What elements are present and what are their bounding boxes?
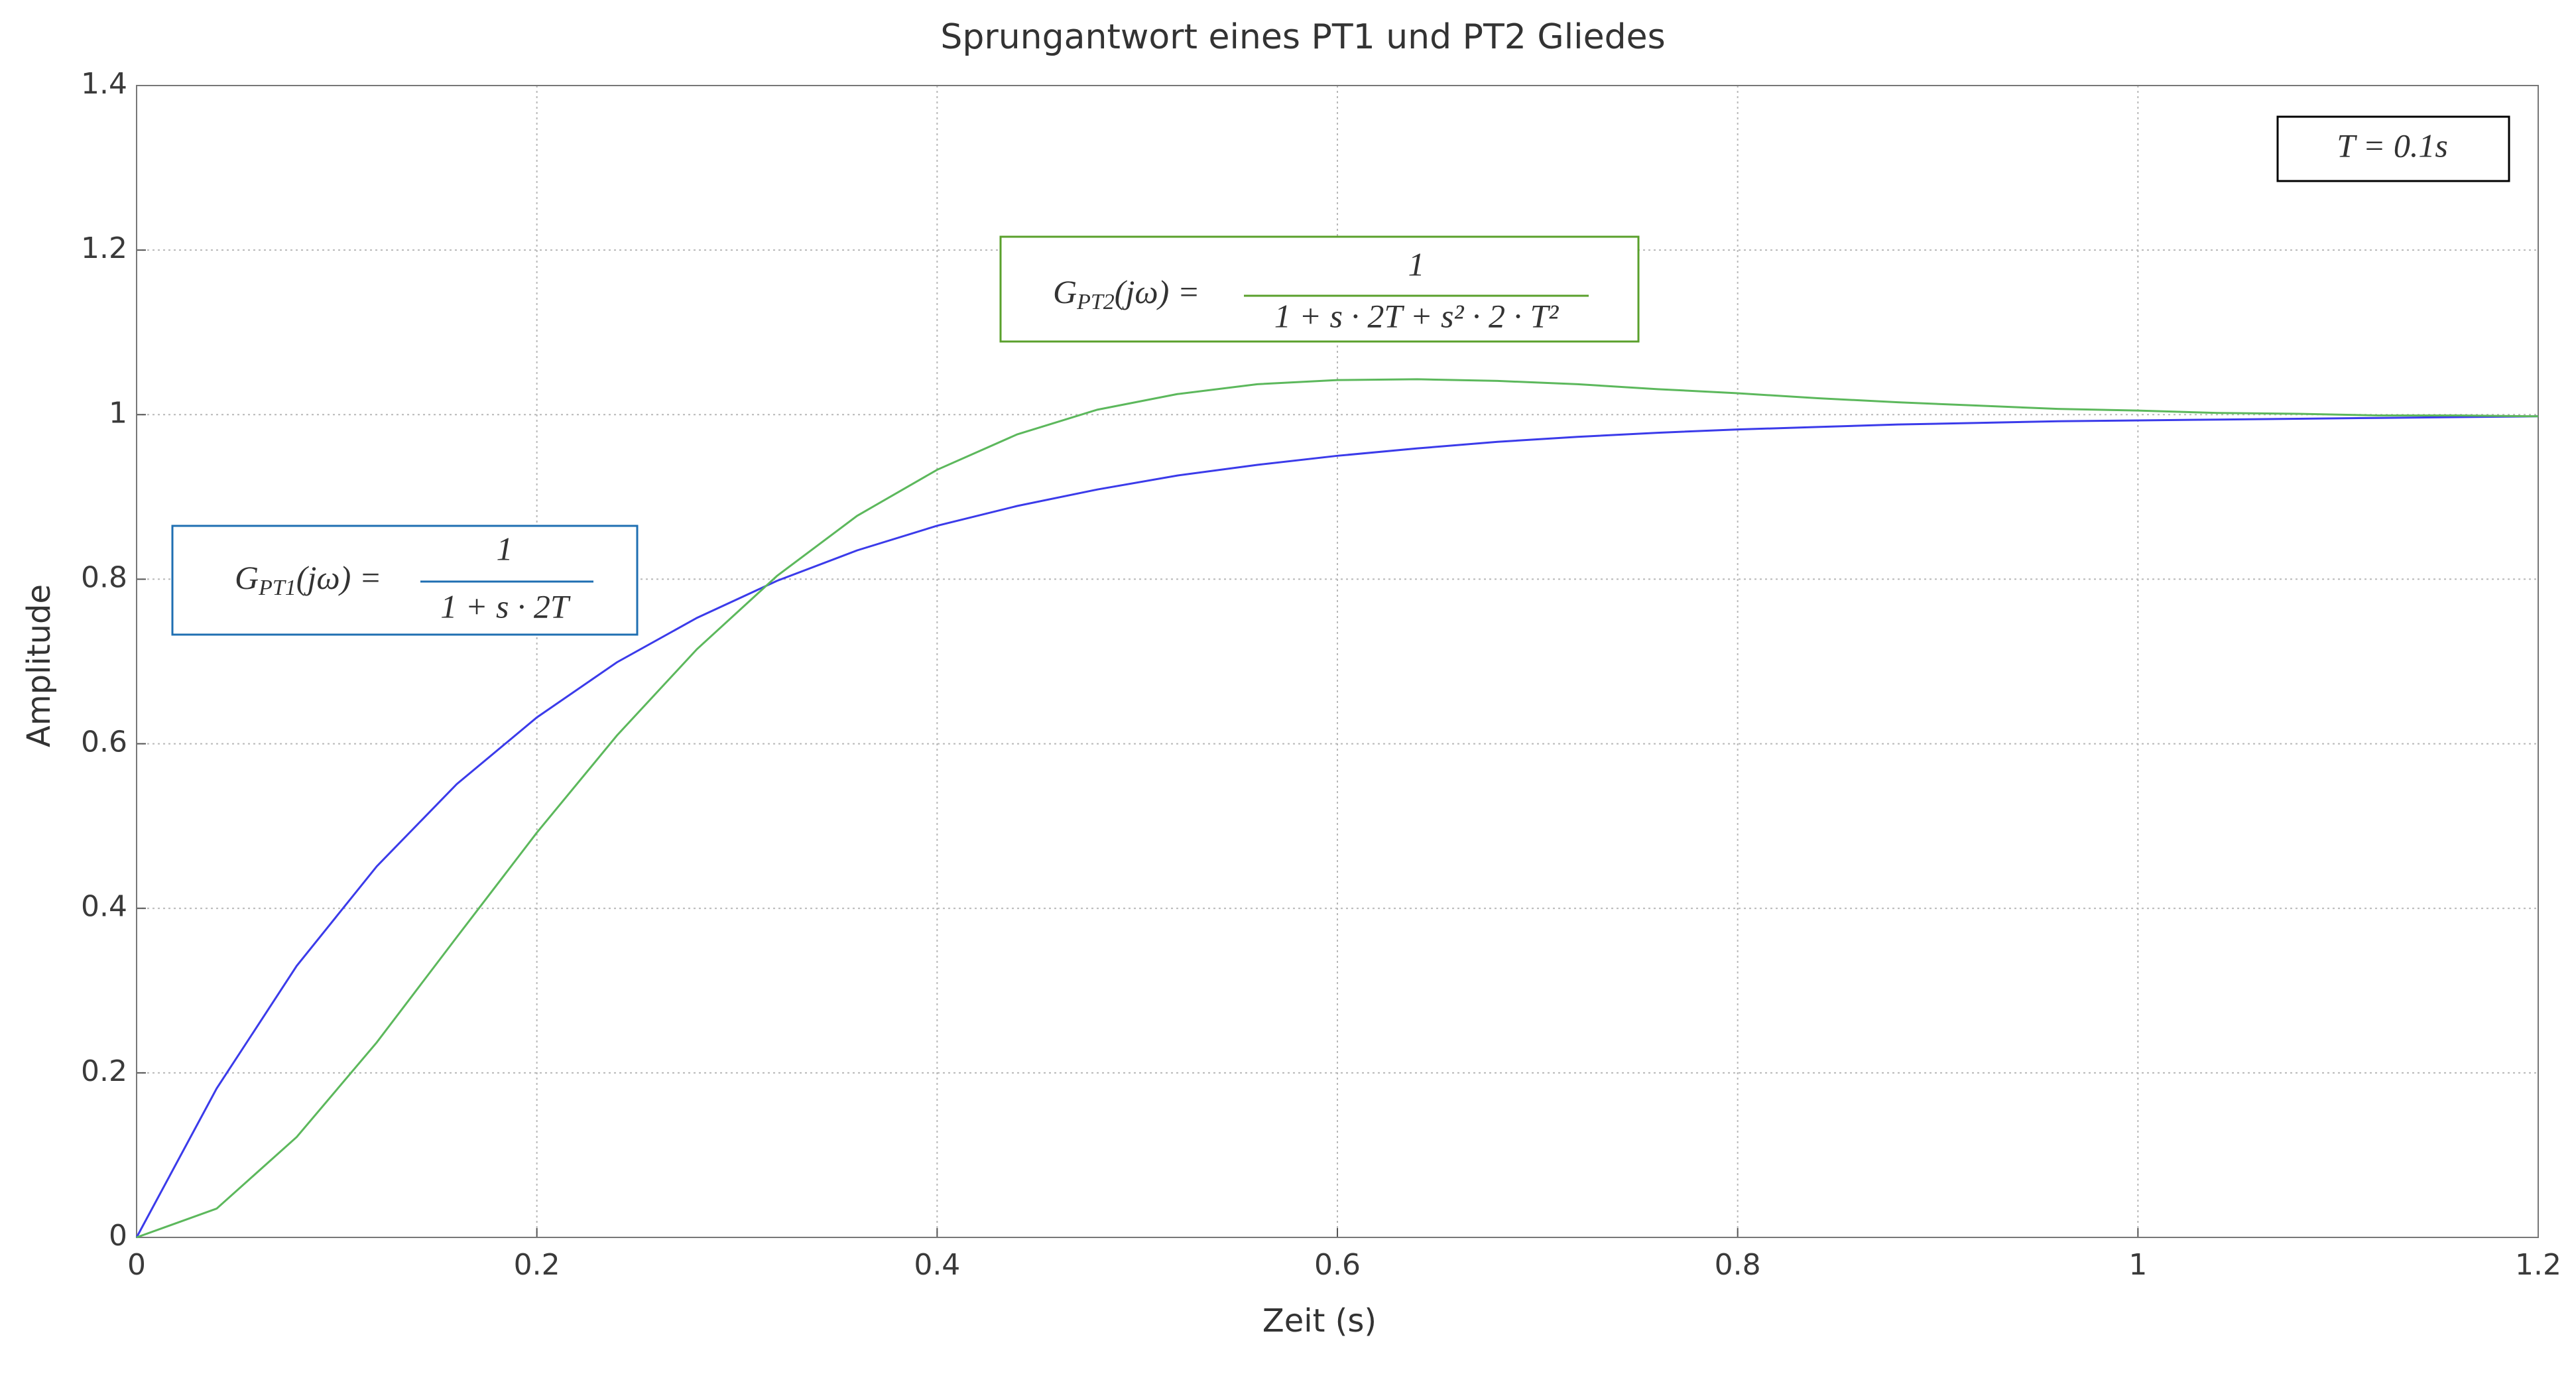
plot-frame <box>136 85 2539 1238</box>
formula-rest: (jω) = <box>296 559 382 596</box>
y-tick-label: 0.8 <box>81 560 127 594</box>
formula-numerator: 1 <box>1408 245 1425 282</box>
formula-denominator: 1 + s · 2T <box>440 588 571 625</box>
annotation-box <box>171 525 639 636</box>
y-tick-label: 1 <box>109 396 127 430</box>
y-tick-label: 0.6 <box>81 725 127 759</box>
x-tick-label: 0.2 <box>514 1248 560 1282</box>
formula-symbol: G <box>235 559 259 596</box>
y-tick-label: 1.4 <box>81 67 127 101</box>
x-axis-label: Zeit (s) <box>1262 1302 1377 1340</box>
y-tick-label: 1.2 <box>81 231 127 265</box>
x-tick-label: 0.6 <box>1314 1248 1361 1282</box>
chart-title: Sprungantwort eines PT1 und PT2 Gliedes <box>940 17 1665 57</box>
formula-symbol: G <box>1053 273 1077 310</box>
series-line <box>135 415 2539 1238</box>
x-tick-label: 0.4 <box>914 1248 960 1282</box>
y-tick-label: 0.4 <box>81 890 127 924</box>
annotations: GPT1(jω) = 1 1 + s · 2T GPT2(jω) = 1 1 +… <box>171 115 2510 636</box>
formula-rest: (jω) = <box>1115 273 1200 310</box>
annotation-box <box>999 235 1640 343</box>
formula-subscript: PT2 <box>1076 290 1115 314</box>
parameter-note: T = 0.1s <box>2337 127 2448 164</box>
x-tick-label: 1 <box>2128 1248 2147 1282</box>
x-tick-label: 0.8 <box>1715 1248 1761 1282</box>
y-tick-label: 0 <box>109 1219 127 1253</box>
series-line <box>136 378 2539 1239</box>
formula-numerator: 1 <box>497 530 513 567</box>
y-tick-label: 0.2 <box>81 1054 127 1088</box>
x-tick-label: 1.2 <box>2515 1248 2561 1282</box>
formula-lhs: GPT2(jω) = <box>1053 273 1200 314</box>
formula-denominator: 1 + s · 2T + s² · 2 · T² <box>1274 297 1560 334</box>
formula-subscript: PT1 <box>258 576 296 600</box>
formula-lhs: GPT1(jω) = <box>235 559 382 599</box>
annotation-box <box>2276 115 2510 182</box>
y-axis-label: Amplitude <box>21 584 58 747</box>
x-tick-label: 0 <box>127 1248 146 1282</box>
